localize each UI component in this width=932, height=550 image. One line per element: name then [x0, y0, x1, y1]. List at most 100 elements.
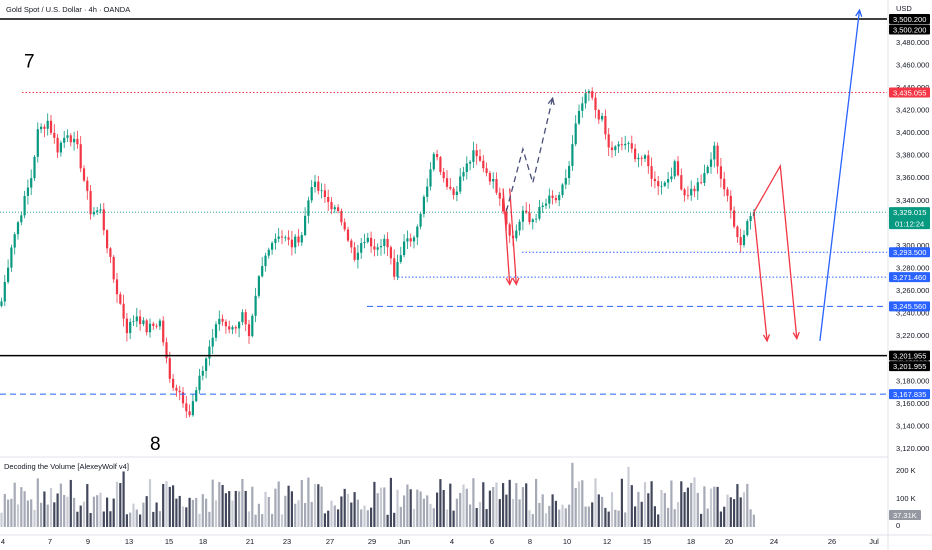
candle-body [102, 209, 105, 231]
price-level-tag-label: 3,500.200 [893, 15, 926, 24]
volume-bar [568, 504, 571, 527]
candle-body [488, 172, 491, 182]
volume-bar [449, 483, 452, 527]
volume-bar [495, 482, 498, 527]
candle-body [82, 168, 86, 181]
volume-bar [76, 511, 79, 527]
candle-body [129, 321, 132, 334]
volume-bar [346, 493, 350, 527]
candle-body [620, 144, 623, 146]
volume-bar [102, 511, 105, 527]
candle-body [379, 246, 383, 248]
volume-bar [201, 494, 204, 527]
price-tick-label: 3,180.000 [896, 376, 929, 385]
volume-bar [505, 494, 508, 527]
price-level-tag-label: 3,500.200 [893, 25, 926, 34]
candle-body [643, 155, 647, 159]
candle-body [280, 236, 284, 238]
volume-bar [330, 500, 333, 527]
volume-bar [168, 486, 171, 527]
volume-bar [79, 505, 82, 527]
volume-bar [488, 490, 491, 527]
candle-body [472, 150, 475, 162]
candle-body [663, 182, 666, 186]
volume-bar [419, 491, 422, 527]
candle-body [690, 188, 693, 196]
volume-indicator-label: Decoding the Volume [AlexeyWolf v4] [4, 462, 129, 471]
candle-body [561, 184, 564, 196]
candle-body [290, 239, 293, 248]
candle-body [604, 115, 607, 135]
candle-body [320, 190, 323, 192]
candle-body [558, 195, 561, 201]
candle-body [406, 238, 409, 242]
volume-bar [363, 505, 366, 527]
volume-bar [205, 498, 208, 527]
candle-body [353, 247, 356, 260]
volume-bar [591, 502, 594, 527]
volume-bar [719, 511, 722, 527]
price-tick-label: 3,400.000 [896, 128, 929, 137]
candle-body [386, 238, 389, 248]
candle-body [247, 324, 251, 337]
candle-body [191, 401, 194, 416]
candle-body [96, 210, 99, 212]
scenario-arrowhead [762, 334, 771, 343]
volume-bar [416, 489, 419, 527]
candle-body [307, 200, 310, 216]
volume-bar [439, 479, 442, 527]
price-level-tag [889, 350, 930, 361]
volume-bar [178, 495, 181, 527]
price-level-tag-label: 3,329.015 [893, 208, 926, 217]
candle-body [132, 321, 135, 323]
volume-bar [452, 510, 455, 527]
candle-body [432, 154, 435, 170]
volume-bar [736, 484, 739, 527]
candle-body [426, 186, 429, 197]
candle-body [601, 115, 604, 120]
candle-body [63, 137, 66, 143]
candle-body [323, 190, 326, 198]
volume-bar [406, 484, 409, 527]
volume-bar [294, 503, 297, 527]
candle-body [442, 172, 445, 179]
candle-body [673, 161, 676, 177]
candle-body [168, 358, 171, 379]
volume-bar [739, 497, 742, 527]
volume-bar [271, 513, 274, 527]
candle-body [455, 191, 458, 196]
candle-body [89, 190, 92, 215]
volume-bar [462, 484, 465, 527]
volume-bar [0, 512, 3, 527]
volume-bar [172, 485, 175, 527]
candle-body [719, 166, 722, 179]
volume-tick-label: 200 K [896, 466, 916, 475]
price-level-tag [889, 247, 930, 258]
candle-body [627, 143, 630, 145]
volume-bar [228, 491, 231, 527]
candle-body [465, 163, 468, 173]
volume-bar [393, 512, 396, 527]
scenario-arrowhead [505, 277, 513, 286]
candle-body [185, 403, 188, 412]
candle-body [749, 216, 752, 222]
price-countdown: 01:12:24 [895, 220, 924, 229]
volume-bar [617, 510, 620, 527]
candle-body [726, 189, 729, 196]
time-tick-label: 21 [246, 537, 254, 546]
candle-body [139, 316, 142, 325]
candle-body [686, 195, 689, 197]
price-tick-label: 3,420.000 [896, 105, 929, 114]
candle-body [56, 137, 59, 153]
time-tick-label: 24 [770, 537, 778, 546]
volume-bar [594, 478, 597, 527]
scenario-path [509, 188, 517, 285]
price-tick-label: 3,260.000 [896, 286, 929, 295]
volume-bar [366, 510, 369, 527]
volume-bar [502, 483, 505, 527]
scenario-arrowhead [855, 8, 863, 17]
volume-bar [56, 493, 59, 527]
volume-bar [643, 482, 647, 527]
candle-body [162, 320, 165, 343]
volume-bar [746, 483, 749, 527]
